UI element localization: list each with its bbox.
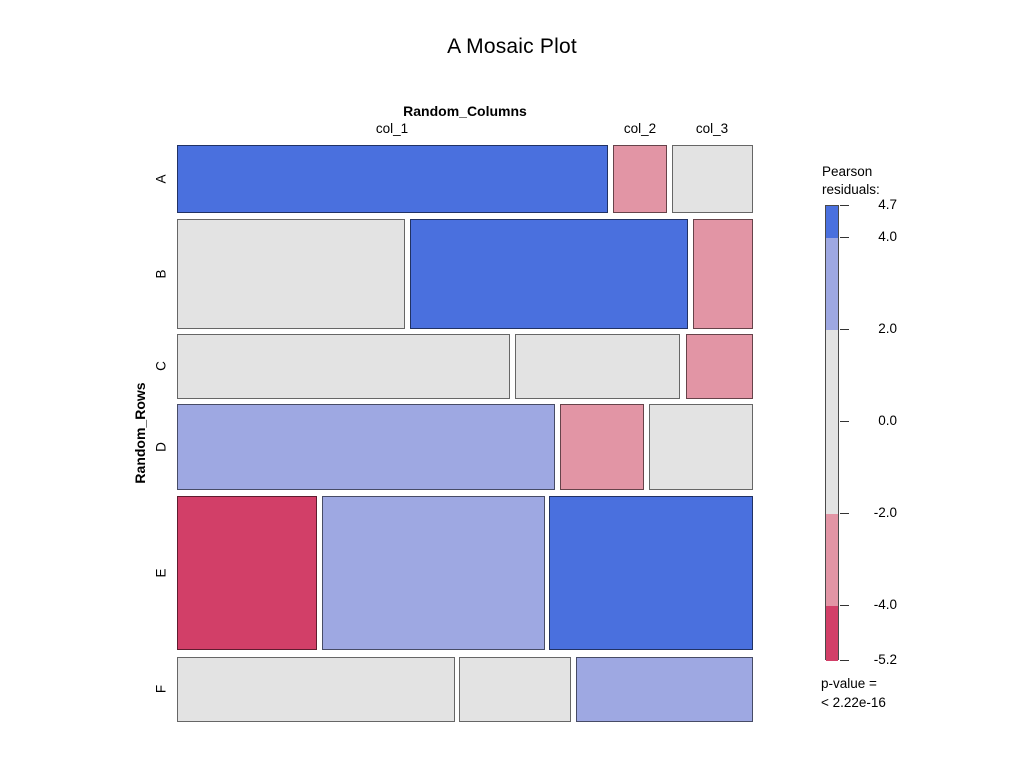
mosaic-cell-E-col_2 bbox=[322, 496, 545, 650]
legend-tick-mark--4.0 bbox=[840, 604, 849, 606]
legend-segment-neg_mid bbox=[826, 513, 838, 606]
mosaic-cell-A-col_2 bbox=[613, 145, 667, 213]
mosaic-cell-C-col_2 bbox=[515, 334, 680, 399]
mosaic-cell-C-col_1 bbox=[177, 334, 510, 399]
y-axis-title: Random_Rows bbox=[132, 382, 148, 484]
col-label-col_3: col_3 bbox=[695, 121, 729, 136]
row-label-D: D bbox=[153, 442, 169, 452]
legend-tick-mark-2.0 bbox=[840, 329, 849, 331]
mosaic-cell-F-col_3 bbox=[576, 657, 753, 722]
legend-segment-pos_high bbox=[826, 206, 838, 239]
legend-tick-mark-4.0 bbox=[840, 237, 849, 239]
mosaic-cell-B-col_2 bbox=[410, 219, 688, 329]
legend-tick-label-4.7: 4.7 bbox=[878, 197, 897, 212]
legend-title-line2: residuals: bbox=[822, 182, 880, 197]
legend-segment-pos_mid bbox=[826, 238, 838, 331]
mosaic-cell-D-col_2 bbox=[560, 404, 644, 490]
col-label-col_1: col_1 bbox=[375, 121, 409, 136]
row-label-F: F bbox=[153, 684, 169, 694]
legend-title: Pearson residuals: bbox=[822, 163, 880, 199]
legend-segment-neutral bbox=[826, 330, 838, 514]
row-label-E: E bbox=[153, 568, 169, 578]
col-label-col_2: col_2 bbox=[623, 121, 657, 136]
mosaic-cell-C-col_3 bbox=[686, 334, 753, 399]
legend-tick-mark-4.7 bbox=[840, 205, 849, 206]
legend-colorbar bbox=[825, 205, 839, 661]
mosaic-cell-F-col_1 bbox=[177, 657, 455, 722]
legend-tick-label-0.0: 0.0 bbox=[878, 413, 897, 428]
legend-tick-label--2.0: -2.0 bbox=[873, 504, 897, 520]
legend-segment-neg_high bbox=[826, 605, 838, 661]
mosaic-cell-D-col_1 bbox=[177, 404, 555, 490]
mosaic-cell-E-col_1 bbox=[177, 496, 317, 650]
row-label-C: C bbox=[153, 361, 169, 371]
legend-tick-mark--2.0 bbox=[840, 512, 849, 514]
legend-tick-label-2.0: 2.0 bbox=[878, 321, 897, 337]
legend-tick-label-4.0: 4.0 bbox=[878, 229, 897, 245]
p-value-line2: < 2.22e-16 bbox=[821, 695, 886, 710]
legend-p-value: p-value = < 2.22e-16 bbox=[821, 674, 886, 712]
row-label-B: B bbox=[153, 269, 169, 279]
legend-title-line1: Pearson bbox=[822, 164, 873, 179]
legend-tick-label--4.0: -4.0 bbox=[873, 596, 897, 612]
legend-tick-mark--5.2 bbox=[840, 660, 849, 661]
mosaic-cell-A-col_1 bbox=[177, 145, 608, 213]
mosaic-cell-F-col_2 bbox=[459, 657, 571, 722]
mosaic-cell-E-col_3 bbox=[549, 496, 753, 650]
chart-title: A Mosaic Plot bbox=[447, 35, 577, 58]
x-axis-title: Random_Columns bbox=[403, 103, 527, 119]
mosaic-cell-B-col_3 bbox=[693, 219, 753, 329]
legend-tick-label--5.2: -5.2 bbox=[873, 652, 897, 667]
legend-tick-mark-0.0 bbox=[840, 421, 849, 422]
mosaic-cell-A-col_3 bbox=[672, 145, 753, 213]
p-value-line1: p-value = bbox=[821, 676, 877, 691]
row-label-A: A bbox=[153, 174, 169, 184]
mosaic-cell-D-col_3 bbox=[649, 404, 753, 490]
mosaic-cell-B-col_1 bbox=[177, 219, 405, 329]
